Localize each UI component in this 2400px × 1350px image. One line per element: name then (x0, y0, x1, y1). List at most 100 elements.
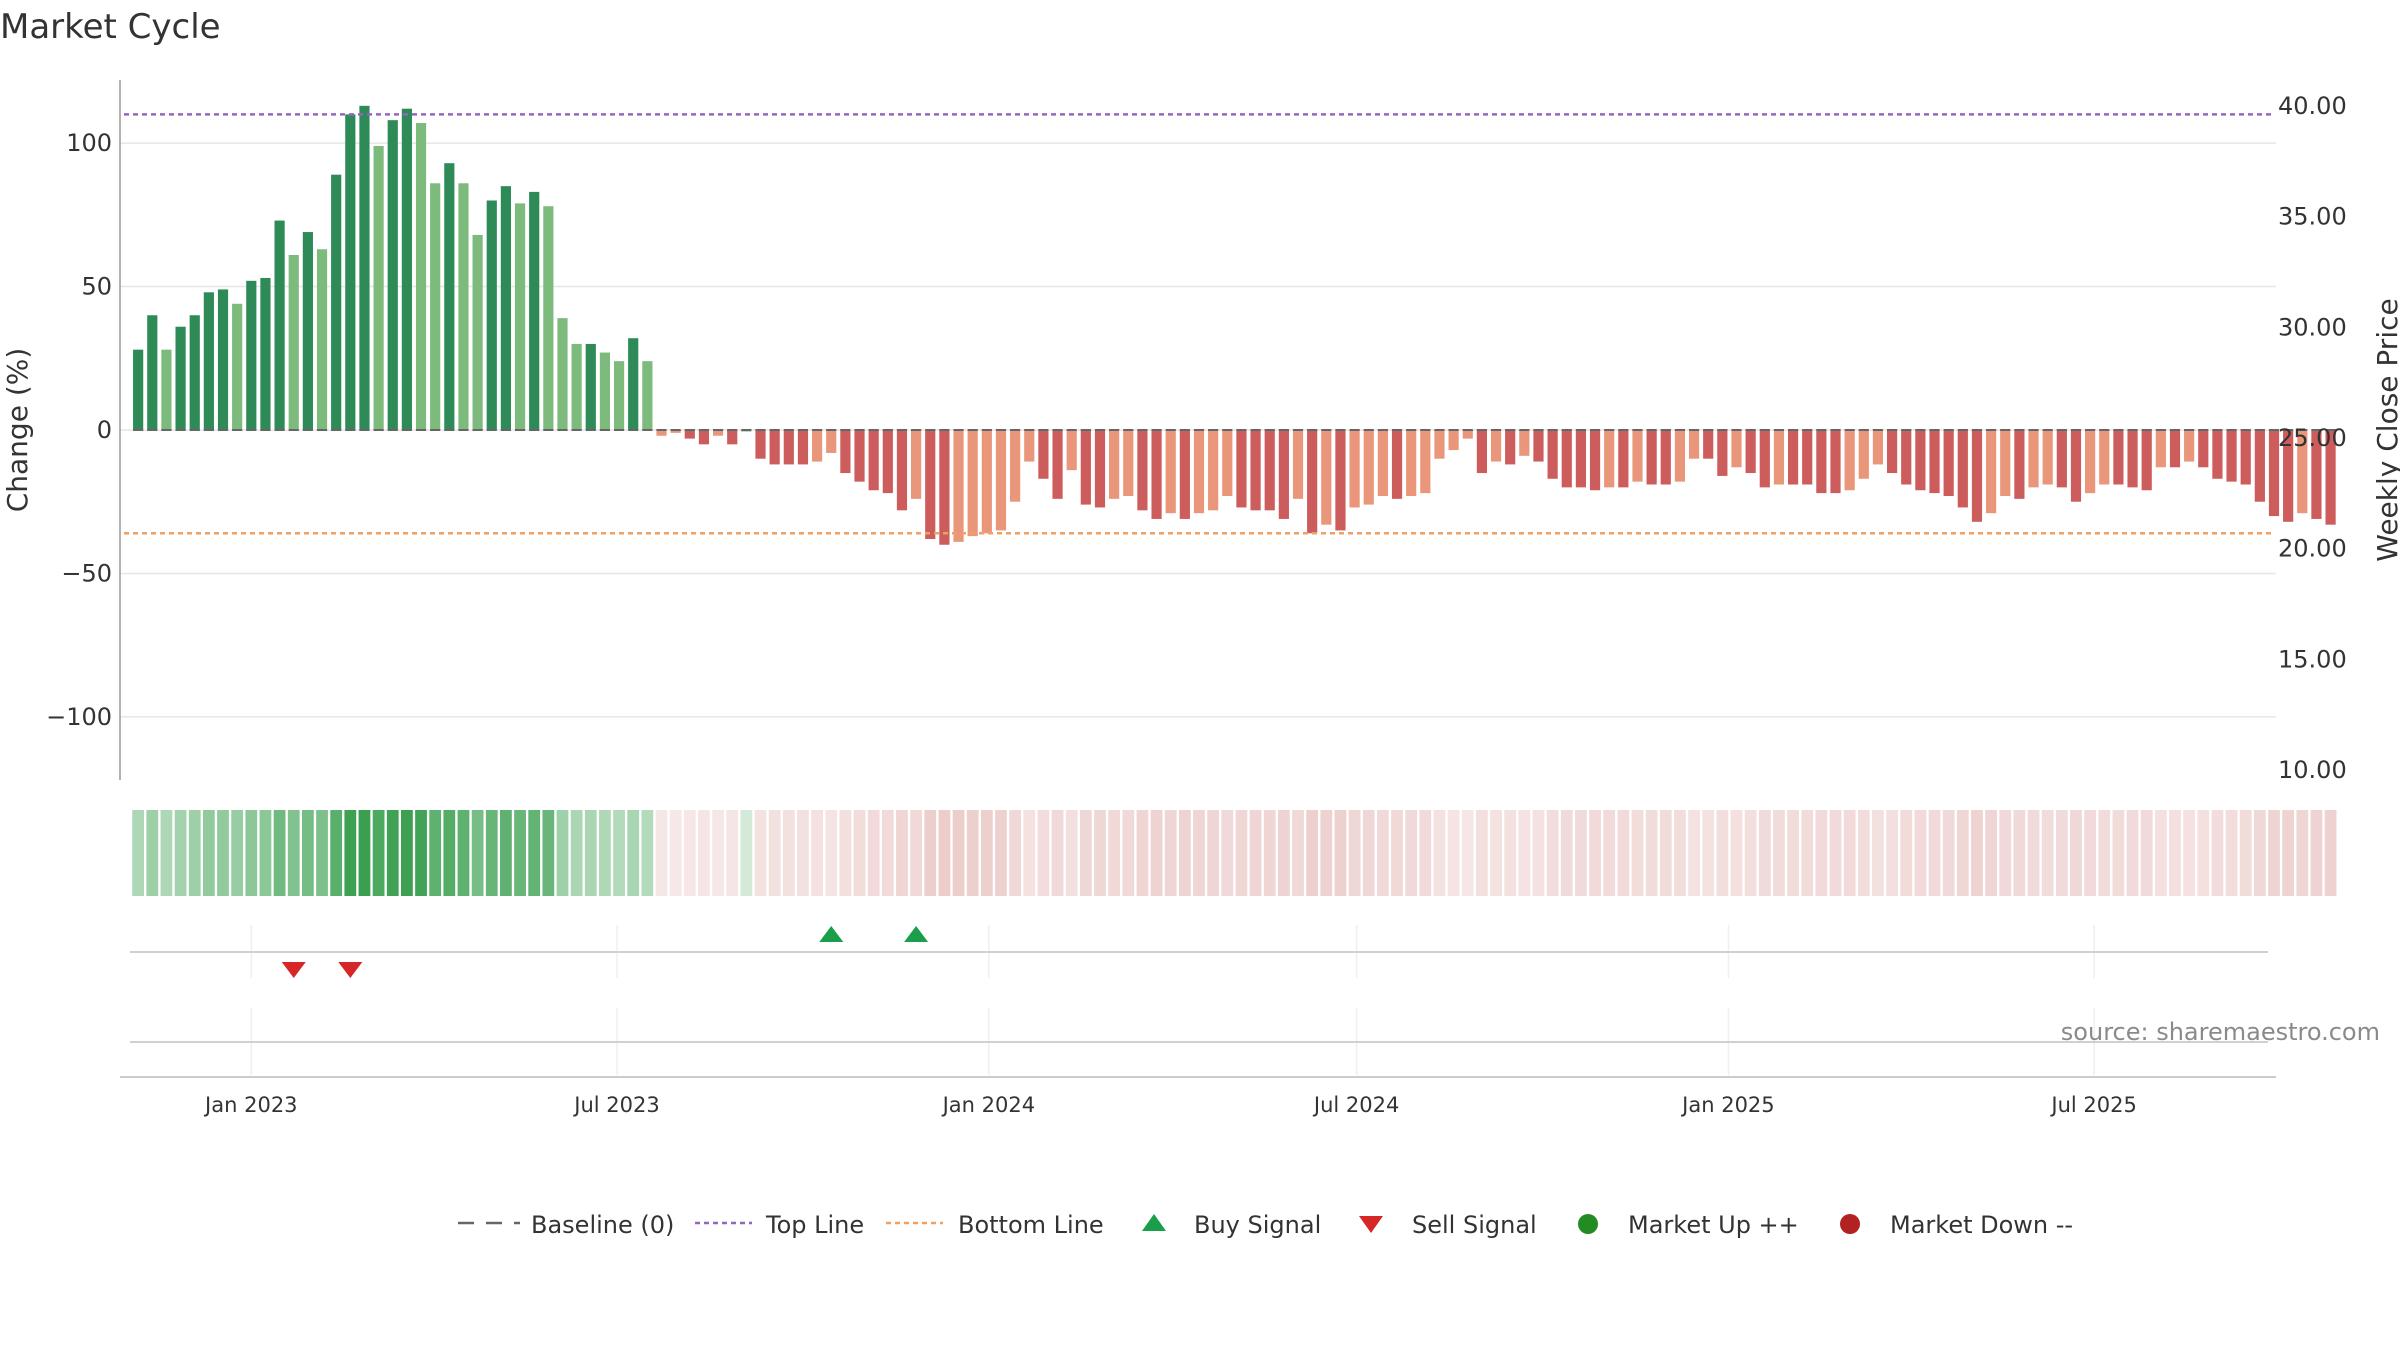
bar (2028, 430, 2039, 488)
strip-cell (740, 810, 753, 896)
strip-cell (1985, 810, 1997, 896)
strip-cell (1362, 810, 1375, 896)
strip-cell (1829, 810, 1842, 896)
strip-cell (1914, 810, 1927, 896)
bar (783, 430, 794, 465)
bar (2297, 430, 2308, 514)
strip-cell (1249, 810, 1262, 896)
strip-cell (980, 810, 993, 896)
strip-cell (443, 810, 456, 896)
strip-cell (372, 810, 385, 896)
strip-cell (1575, 810, 1587, 896)
bar (1759, 430, 1770, 488)
strip-cell (1292, 810, 1304, 896)
strip-cell (853, 810, 866, 896)
buy-signal-marker (819, 926, 844, 942)
strip-cell (344, 810, 357, 896)
bar (345, 114, 356, 430)
bar (1787, 430, 1799, 485)
bar (939, 430, 950, 545)
bar (1292, 430, 1304, 499)
strip-cell (811, 810, 823, 896)
bar (2184, 430, 2195, 462)
strip-cell (1744, 810, 1757, 896)
bar (1335, 430, 1346, 531)
strip-cell (500, 810, 512, 896)
strip-cell (1476, 810, 1488, 896)
x-tick-label: Jul 2024 (1312, 1093, 1399, 1117)
bar (1887, 430, 1898, 474)
strip-cell (401, 810, 413, 896)
bar (500, 186, 511, 430)
bar (1434, 430, 1445, 459)
bar (1307, 430, 1318, 534)
bar (486, 200, 497, 430)
strip-cell (1815, 810, 1828, 896)
legend-label: Market Down -- (1890, 1211, 2073, 1239)
strip-cell (1009, 810, 1022, 896)
bar (1519, 430, 1530, 456)
bar (2283, 430, 2294, 522)
strip-cell (231, 810, 244, 896)
strip-cell (712, 810, 724, 896)
strip-cell (429, 810, 442, 896)
bar (189, 315, 200, 430)
strip-cell (2296, 810, 2309, 896)
legend-market-down-symbol (1840, 1214, 1860, 1234)
bar (359, 105, 370, 430)
bar-series (133, 105, 2336, 545)
strip-cell (754, 810, 767, 896)
strip-cell (797, 810, 809, 896)
bar (246, 280, 257, 430)
signal-panel (130, 925, 2268, 978)
bar (656, 430, 667, 436)
strip-cell (2183, 810, 2196, 896)
strip-cell (1603, 810, 1616, 896)
strip-cell (1645, 810, 1658, 896)
y-axis-label: Change (%) (1, 348, 34, 513)
bar (1193, 430, 1205, 514)
bar (911, 430, 922, 499)
bar (1321, 430, 1332, 525)
bar (401, 108, 412, 430)
bar (2268, 430, 2280, 517)
strip-cell (641, 810, 654, 896)
strip-cell (471, 810, 484, 896)
bar (967, 430, 978, 537)
strip-cell (1023, 810, 1036, 896)
strip-cell (2211, 810, 2224, 896)
bar (1915, 430, 1926, 491)
buy-signal-marker (904, 926, 929, 942)
bar (1943, 430, 1954, 496)
bar (1547, 430, 1558, 479)
bar (2212, 430, 2223, 479)
bar (1872, 430, 1884, 465)
bar (288, 255, 299, 430)
bar (1094, 430, 1106, 508)
strip-cell (1702, 810, 1715, 896)
bar (2311, 430, 2322, 519)
bar (2240, 430, 2251, 485)
bar (1476, 430, 1487, 474)
bar (981, 430, 992, 534)
bar (430, 183, 441, 430)
strip-cell (584, 810, 597, 896)
bar (1674, 430, 1686, 482)
x-tick-label: Jan 2024 (941, 1093, 1036, 1117)
bar (1080, 430, 1091, 505)
bar (472, 234, 483, 430)
bar (2198, 430, 2209, 468)
strip-cell (556, 810, 569, 896)
strip-cell (1560, 810, 1573, 896)
bar (2070, 430, 2082, 502)
strip-cell (867, 810, 880, 896)
y2-tick-label: 40.00 (2278, 92, 2347, 120)
strip-cell (2112, 810, 2125, 896)
bar (670, 430, 681, 433)
bar (1731, 430, 1742, 468)
strip-cell (966, 810, 979, 896)
strip-cell (1843, 810, 1856, 896)
strip-cell (1079, 810, 1092, 896)
bar (1604, 430, 1615, 488)
bar (1066, 430, 1077, 471)
